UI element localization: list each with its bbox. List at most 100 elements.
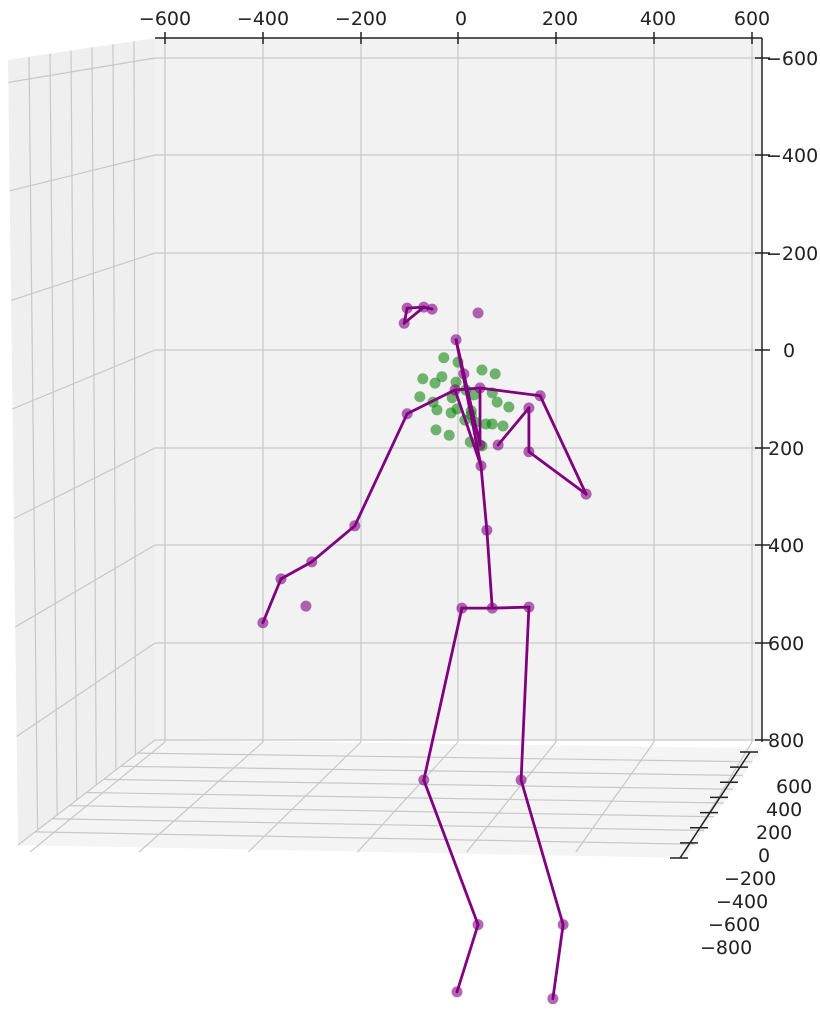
grid-line xyxy=(120,765,743,777)
skeleton-joint xyxy=(449,384,461,396)
skeleton-joint xyxy=(486,602,498,614)
grid-line xyxy=(70,50,78,801)
skeleton-bone xyxy=(453,388,483,468)
z-tick-label: 800 xyxy=(768,730,804,752)
skeleton-joint xyxy=(474,382,486,394)
skeleton-bone xyxy=(279,560,314,581)
skeleton-joint xyxy=(300,600,312,612)
grid-line xyxy=(112,44,117,771)
skeleton-bone xyxy=(422,778,480,927)
skeleton-joint xyxy=(398,317,410,329)
y-tick-label: −600 xyxy=(708,914,760,936)
z-tick-label: −200 xyxy=(766,243,818,265)
skeleton-joint xyxy=(401,408,413,420)
skeleton-joint xyxy=(475,460,487,472)
skeleton-joint xyxy=(275,573,287,585)
grid-line xyxy=(137,752,753,763)
green-point xyxy=(503,401,515,413)
skeleton-bone xyxy=(538,394,588,496)
z-tick-label: 200 xyxy=(768,438,804,460)
grid-line xyxy=(52,818,705,832)
skeleton-joint xyxy=(515,774,527,786)
skeleton-joints xyxy=(257,301,592,1005)
green-point xyxy=(443,429,455,441)
grid-line xyxy=(12,349,156,410)
green-point xyxy=(431,404,443,416)
z-tick-label: −600 xyxy=(766,48,818,70)
skeleton-bone xyxy=(261,577,283,625)
green-point xyxy=(430,424,442,436)
skeleton-joint xyxy=(492,439,504,451)
grid-line xyxy=(35,831,695,845)
skeleton-joint xyxy=(450,334,462,346)
skeleton-joint xyxy=(426,303,438,315)
skeleton-joint xyxy=(523,601,535,613)
x-tick-label: −600 xyxy=(139,8,191,30)
grid-line xyxy=(466,741,557,853)
skeleton-joint xyxy=(481,524,493,536)
grid-line xyxy=(133,41,137,756)
x-tick-label: 0 xyxy=(455,8,467,30)
y-tick-label: −800 xyxy=(700,937,752,959)
skeleton-joint xyxy=(349,520,361,532)
skeleton-joint xyxy=(401,302,413,314)
grid-lines xyxy=(8,38,762,853)
grid-line xyxy=(8,57,156,83)
skeleton-bone xyxy=(405,388,457,416)
z-tick-label: 0 xyxy=(783,340,795,362)
x-tick-label: 400 xyxy=(640,8,676,30)
skeleton-joint xyxy=(306,556,318,568)
skeleton-bone xyxy=(490,605,531,610)
green-point xyxy=(414,391,426,403)
skeleton-bone xyxy=(519,605,531,782)
skeleton-joint xyxy=(472,919,484,931)
skeleton-joint xyxy=(580,488,592,500)
green-point xyxy=(486,418,498,430)
green-point xyxy=(497,420,509,432)
green-point xyxy=(476,364,488,376)
grid-line xyxy=(29,741,166,853)
grid-line xyxy=(103,778,734,790)
grid-line xyxy=(13,447,156,520)
green-point xyxy=(436,371,448,383)
skeleton-joint xyxy=(474,439,486,451)
skeleton-joint xyxy=(557,919,569,931)
grid-line xyxy=(14,544,156,628)
skeleton-joint xyxy=(456,602,468,614)
skeleton-bone xyxy=(479,464,489,532)
green-point xyxy=(491,396,503,408)
skeleton-joint xyxy=(534,390,546,402)
grid-line xyxy=(91,47,97,786)
skeleton-joint xyxy=(418,301,430,313)
grid-line xyxy=(357,741,459,853)
y-tick-label: −200 xyxy=(724,868,776,890)
green-point xyxy=(417,373,429,385)
skeleton-bone xyxy=(496,406,531,447)
y-tick-label: 0 xyxy=(758,845,770,867)
skeleton-joint xyxy=(257,617,269,629)
x-tick-label: −400 xyxy=(237,8,289,30)
skeleton-bone xyxy=(527,450,588,496)
x-tick-label: 600 xyxy=(734,8,770,30)
y-tick-label: −400 xyxy=(716,891,768,913)
y-tick-label: 600 xyxy=(776,776,812,798)
skeleton-bone xyxy=(485,528,494,610)
grid-line xyxy=(247,741,362,853)
skeleton-bone xyxy=(455,923,480,994)
side-pane xyxy=(8,38,155,845)
green-point xyxy=(489,368,501,380)
skeleton-joint xyxy=(523,446,535,458)
skeleton-bone xyxy=(551,923,565,1001)
z-tick-label: −400 xyxy=(766,145,818,167)
y-axis-line xyxy=(679,751,751,859)
green-point xyxy=(438,352,450,364)
skeleton-joint xyxy=(418,774,430,786)
z-tick-label: 400 xyxy=(768,535,804,557)
x-tick-label: −200 xyxy=(335,8,387,30)
skeleton-bone xyxy=(462,372,482,447)
y-tick-label: 200 xyxy=(756,822,792,844)
grid-line xyxy=(86,791,724,804)
skeleton-joint xyxy=(451,986,463,998)
skeleton-bone xyxy=(353,412,409,528)
